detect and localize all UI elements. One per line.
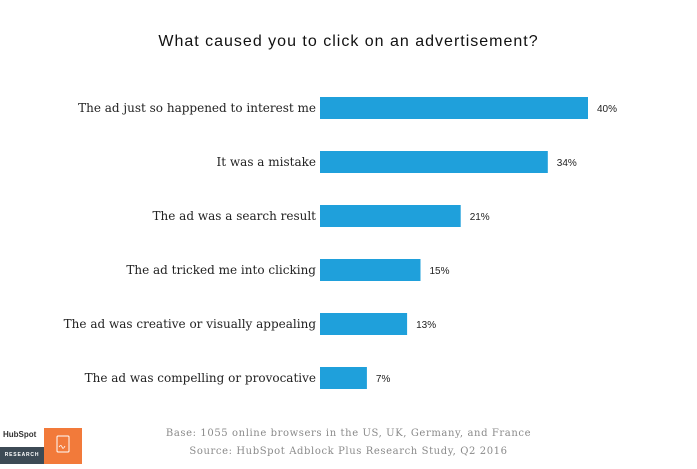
footer-source-note: Source: HubSpot Adblock Plus Research St… [189,446,508,457]
category-label: The ad was creative or visually appealin… [64,317,317,331]
category-label: The ad tricked me into clicking [126,263,316,277]
logo-research-label: RESEARCH [0,447,44,464]
document-signature-icon [44,428,82,464]
bar [320,205,461,227]
category-label: The ad just so happened to interest me [78,101,316,115]
footer-base-note: Base: 1055 online browsers in the US, UK… [165,428,532,439]
bar [320,367,367,389]
bar [320,151,548,173]
value-label: 34% [557,158,577,169]
logo-wordmark: HubSpot [3,430,37,439]
bar [320,259,421,281]
chart-title: What caused you to click on an advertise… [158,33,539,50]
bar [320,313,408,335]
category-label: The ad was compelling or provocative [85,371,316,385]
hubspot-research-logo: HubSpot RESEARCH [0,428,44,464]
value-label: 21% [470,212,490,223]
bar [320,97,588,119]
value-label: 13% [416,320,436,331]
value-label: 40% [597,104,617,115]
category-label: It was a mistake [217,155,316,169]
value-label: 15% [430,266,450,277]
value-label: 7% [376,374,391,385]
category-label: The ad was a search result [153,209,317,223]
